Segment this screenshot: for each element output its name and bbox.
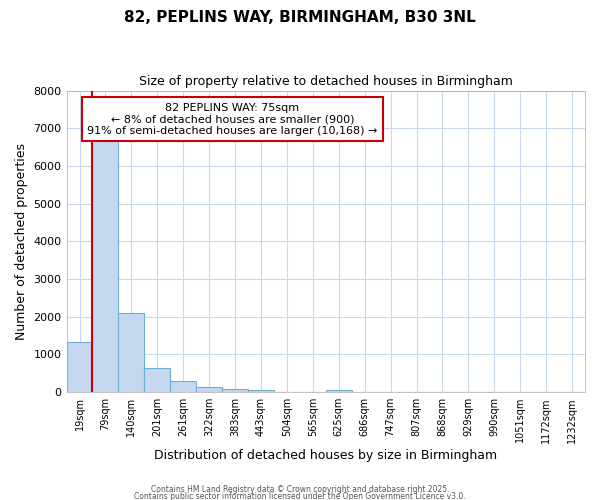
Bar xyxy=(118,314,145,392)
X-axis label: Distribution of detached houses by size in Birmingham: Distribution of detached houses by size … xyxy=(154,450,497,462)
Bar xyxy=(248,390,274,392)
Title: Size of property relative to detached houses in Birmingham: Size of property relative to detached ho… xyxy=(139,75,513,88)
Y-axis label: Number of detached properties: Number of detached properties xyxy=(15,143,28,340)
Bar xyxy=(145,368,170,392)
Bar xyxy=(222,389,248,392)
Text: 82 PEPLINS WAY: 75sqm
← 8% of detached houses are smaller (900)
91% of semi-deta: 82 PEPLINS WAY: 75sqm ← 8% of detached h… xyxy=(87,102,377,136)
Bar xyxy=(196,387,222,392)
Bar xyxy=(326,390,352,392)
Bar xyxy=(67,342,92,392)
Bar xyxy=(170,381,196,392)
Text: Contains HM Land Registry data © Crown copyright and database right 2025.: Contains HM Land Registry data © Crown c… xyxy=(151,486,449,494)
Text: Contains public sector information licensed under the Open Government Licence v3: Contains public sector information licen… xyxy=(134,492,466,500)
Bar xyxy=(92,141,118,392)
Text: 82, PEPLINS WAY, BIRMINGHAM, B30 3NL: 82, PEPLINS WAY, BIRMINGHAM, B30 3NL xyxy=(124,10,476,25)
